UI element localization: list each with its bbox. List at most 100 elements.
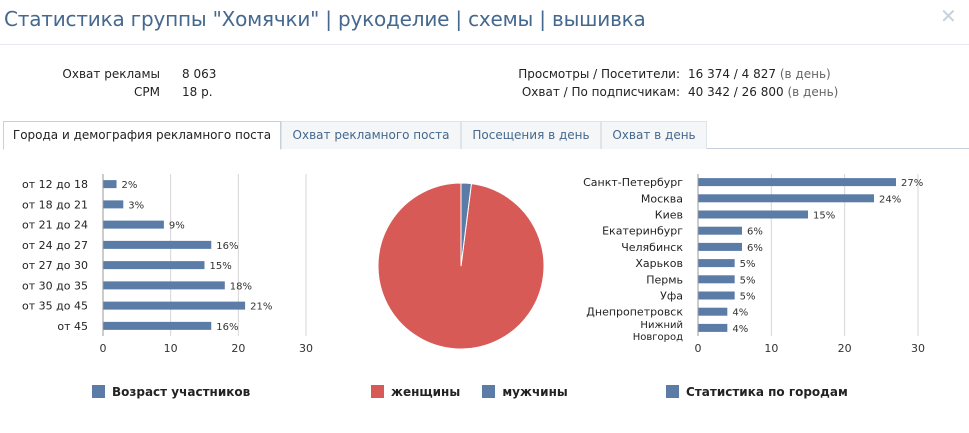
gender-legend: женщины мужчины [371,385,568,399]
subs-numbers: 40 342 / 26 800 [688,85,784,99]
age-bar [103,220,164,229]
views-numbers: 16 374 / 4 827 [688,67,777,81]
age-data-label: 16% [216,322,238,333]
views-label: Просмотры / Посетители: [518,67,680,81]
city-bar-chart: 0 10 20 30 27% Санкт-Петербург 24% Москва 15% Кие… [583,174,925,355]
city-data-label: 6% [747,243,763,254]
age-category-label: от 18 до 21 [22,198,88,211]
age-category-label: от 27 до 30 [22,259,88,272]
age-tick-label: 30 [299,342,313,355]
close-icon[interactable]: ✕ [940,4,957,28]
age-bar-chart: 0 10 20 30 2% от 12 до 18 3% от 18 до 21 9% от 21… [22,174,313,355]
city-tick-label: 10 [764,342,778,355]
title-bar: Статистика группы "Хомячки" | рукоделие … [0,0,969,44]
men-legend-label: мужчины [502,385,568,399]
city-category-label: Нижний [640,320,683,331]
city-data-label: 24% [879,194,901,205]
women-legend-swatch [371,385,384,398]
city-category-label: Днепропетровск [586,306,683,319]
city-bar [698,194,874,203]
gender-pie-chart [377,182,545,350]
city-bar [698,259,735,268]
age-data-label: 15% [210,261,232,272]
city-data-label: 6% [747,227,763,238]
views-value: 16 374 / 4 827 (в день) [688,67,831,81]
age-data-label: 18% [230,281,252,292]
tab-cities-demography[interactable]: Города и демография рекламного поста [3,121,281,150]
city-tick-label: 30 [911,342,925,355]
city-bar [698,323,728,332]
age-tick-label: 20 [231,342,245,355]
city-legend-swatch [666,385,679,398]
age-category-label: от 30 до 35 [22,279,88,292]
city-data-label: 27% [901,178,923,189]
city-data-label: 5% [740,292,756,303]
city-legend: Статистика по городам [666,385,848,399]
city-data-label: 15% [813,211,835,222]
city-category-label: Челябинск [621,241,683,254]
pie-slice-мужчины [460,182,472,267]
age-legend-swatch [92,385,105,398]
tab-daily-reach[interactable]: Охват в день [601,121,707,149]
age-category-label: от 45 [57,320,88,333]
city-category-label: Уфа [660,290,683,303]
city-category-label: Новгород [633,332,683,343]
age-bar [103,180,117,189]
women-legend-label: женщины [391,385,461,399]
views-unit: (в день) [779,67,831,81]
city-category-label: Харьков [635,257,683,270]
city-category-label: Москва [641,192,683,205]
city-legend-label: Статистика по городам [686,385,848,399]
city-bar [698,275,735,284]
tab-post-reach[interactable]: Охват рекламного поста [281,121,461,149]
age-data-label: 9% [169,221,185,232]
subs-unit: (в день) [787,85,839,99]
city-category-label: Киев [655,209,683,222]
age-bar [103,200,124,209]
city-category-label: Санкт-Петербург [583,176,683,189]
tab-bar: Города и демография рекламного поста Охв… [3,121,969,150]
age-data-label: 21% [250,302,272,313]
tab-daily-visits[interactable]: Посещения в день [461,121,601,149]
city-tick-label: 20 [838,342,852,355]
age-category-label: от 35 до 45 [22,300,88,313]
city-bar [698,242,742,251]
age-bar [103,301,246,310]
age-data-label: 2% [122,180,138,191]
age-data-label: 16% [216,241,238,252]
city-bar [698,178,896,187]
age-bar [103,281,225,290]
summary-stats: Охват рекламы 8 063 CPM 18 р. Просмотры … [0,0,969,110]
age-data-label: 3% [128,200,144,211]
cpm-label: CPM [134,85,160,99]
subs-value: 40 342 / 26 800 (в день) [688,85,838,99]
city-data-label: 5% [740,275,756,286]
reach-value: 8 063 [182,67,217,81]
city-tick-label: 0 [695,342,702,355]
age-category-label: от 24 до 27 [22,239,88,252]
city-bar [698,307,728,316]
age-tick-label: 0 [100,342,107,355]
city-category-label: Екатеринбург [602,225,683,238]
city-bar [698,226,742,235]
men-legend-swatch [482,385,496,398]
age-category-label: от 21 до 24 [22,219,88,232]
header-divider [0,44,969,45]
city-data-label: 4% [732,324,748,335]
subs-label: Охват / По подписчикам: [521,85,680,99]
age-bar [103,240,212,249]
city-data-label: 5% [740,259,756,270]
age-category-label: от 12 до 18 [22,178,88,191]
city-category-label: Пермь [646,273,683,286]
reach-label: Охват рекламы [62,67,160,81]
city-bar [698,291,735,300]
age-legend-label: Возраст участников [112,385,251,399]
city-data-label: 4% [732,308,748,319]
age-bar [103,261,205,270]
age-tick-label: 10 [164,342,178,355]
age-bar [103,321,212,330]
window-title: Статистика группы "Хомячки" | рукоделие … [4,7,646,31]
age-legend: Возраст участников [92,385,250,399]
city-bar [698,210,808,219]
